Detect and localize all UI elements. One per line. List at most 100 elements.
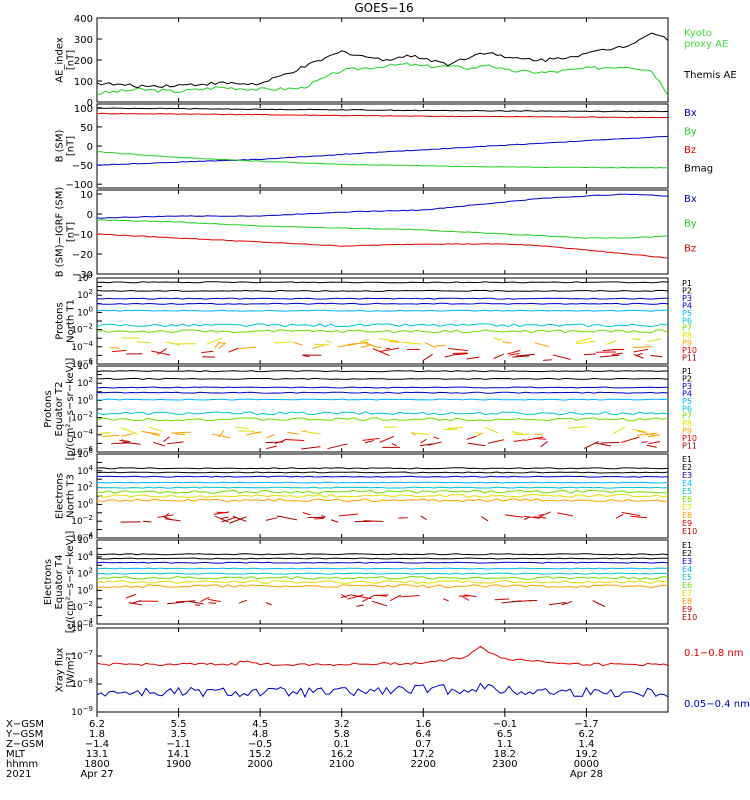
channel-segment-E10	[565, 600, 573, 605]
channel-segment-P10	[648, 441, 661, 445]
panel-frame-xray	[96, 627, 669, 713]
channel-segment-P10	[507, 349, 521, 355]
ytick-label-protons_t1: 100	[77, 305, 93, 318]
channel-line-E2	[96, 557, 669, 560]
series-line-bigrf	[96, 193, 669, 219]
ephemeris-value: 13.1	[86, 749, 108, 760]
channel-line-P1	[96, 370, 669, 373]
channel-label-E10: E10	[682, 527, 697, 536]
channel-segment-P10	[602, 349, 614, 352]
channel-segment-P8	[274, 341, 293, 344]
channel-label-P7: P7	[682, 412, 692, 421]
ephemeris-value: 2000	[247, 759, 272, 770]
channel-segment-P10	[466, 435, 477, 440]
channel-segment-P9	[301, 430, 307, 433]
panel-frame-bigrf	[96, 189, 669, 275]
channel-segment-P9	[435, 344, 446, 347]
channel-segment-E9	[340, 594, 352, 599]
channel-label-P4: P4	[682, 301, 692, 310]
channel-segment-P11	[542, 359, 552, 361]
channel-label-E10: E10	[682, 613, 697, 622]
channel-label-P7: P7	[682, 324, 692, 333]
ytick-label-ae: 300	[74, 35, 93, 46]
channel-segment-P9	[245, 431, 261, 436]
channel-line-E5	[97, 572, 669, 575]
ytick-label-protons_t2: 104	[77, 359, 93, 372]
ephemeris-value: 1.6	[415, 719, 431, 730]
channel-segment-P9	[287, 431, 299, 435]
channel-segment-E9	[539, 511, 551, 518]
ylabel-xray: [W/m²]	[66, 652, 77, 687]
channel-segment-P9	[312, 344, 324, 349]
channel-segment-E9	[504, 514, 523, 518]
ephemeris-value: 2100	[329, 759, 354, 770]
channel-segment-P9	[636, 432, 657, 436]
channel-segment-E9	[213, 511, 230, 515]
channel-segment-E10	[128, 602, 143, 606]
series-line-bigrf	[96, 233, 669, 259]
series-line-bsm	[96, 107, 669, 113]
channel-segment-P11	[265, 441, 284, 444]
channel-segment-E9	[494, 598, 510, 601]
channel-segment-P11	[327, 443, 348, 450]
ytick-label-ae: 400	[74, 14, 93, 25]
channel-segment-P11	[451, 353, 468, 356]
channel-line-E7	[96, 494, 669, 499]
ylabel-electrons_t4: Electrons	[43, 559, 54, 605]
channel-segment-P11	[512, 355, 530, 358]
channel-label-P1: P1	[682, 367, 692, 376]
channel-segment-P9	[534, 342, 550, 347]
channel-segment-P8	[165, 341, 181, 346]
channel-segment-P11	[466, 356, 480, 360]
channel-segment-E9	[200, 596, 210, 602]
channel-segment-P8	[511, 430, 523, 435]
panel-frame-electrons_t3	[96, 453, 669, 539]
ephemeris-value: 15.2	[249, 749, 271, 760]
channel-line-E2	[96, 471, 669, 474]
legend-bsm: Bmag	[684, 164, 713, 175]
ephemeris-value: 14.1	[167, 749, 189, 760]
ytick-label-electrons_t3: 104	[77, 464, 93, 477]
channel-segment-P9	[148, 432, 161, 437]
channel-segment-P11	[422, 353, 433, 362]
channel-segment-E10	[165, 518, 181, 522]
ephemeris-value: 6.5	[497, 729, 513, 740]
channel-segment-P10	[385, 347, 391, 350]
ytick-label-bsm: −50	[72, 161, 93, 172]
channel-line-E3	[96, 561, 669, 564]
ephemeris-value: 2300	[492, 759, 517, 770]
channel-segment-P8	[647, 338, 661, 343]
channel-line-E3	[96, 475, 669, 478]
channel-segment-P10	[513, 439, 526, 442]
channel-segment-P9	[363, 341, 375, 347]
channel-segment-E9	[338, 513, 359, 517]
channel-segment-P8	[567, 426, 587, 429]
ephemeris-value: 6.2	[578, 729, 594, 740]
channel-segment-P11	[646, 444, 657, 448]
channel-segment-P11	[444, 354, 453, 358]
channel-segment-E10	[549, 602, 566, 606]
channel-segment-P8	[411, 432, 429, 435]
channel-label-P2: P2	[682, 374, 692, 383]
ephemeris-row-label: Y−GSM	[5, 729, 43, 740]
channel-line-P5	[97, 398, 669, 401]
channel-segment-E10	[214, 515, 229, 523]
ylabel-electrons_t4: Equator T4	[54, 555, 65, 610]
ytick-label-bigrf: −30	[72, 270, 93, 281]
channel-segment-P11	[419, 443, 433, 447]
channel-segment-P11	[516, 353, 536, 357]
channel-segment-E9	[464, 594, 477, 598]
channel-segment-P10	[284, 439, 305, 441]
ephemeris-row-label: Z−GSM	[6, 739, 44, 750]
ytick-label-electrons_t4: 104	[77, 550, 93, 563]
ytick-label-bigrf: 10	[80, 190, 93, 201]
channel-segment-P10	[362, 437, 380, 441]
ytick-label-protons_t2: 102	[77, 376, 93, 389]
ytick-label-protons_t1: 10−6	[71, 357, 93, 370]
channel-segment-P9	[109, 347, 120, 349]
channel-segment-P8	[631, 428, 646, 433]
ylabel-protons_t2: [p/(cm²−s−sr−keV)]	[65, 358, 76, 461]
ytick-label-bsm: 0	[87, 142, 93, 153]
channel-line-P6	[96, 411, 669, 416]
channel-segment-P8	[612, 426, 626, 435]
